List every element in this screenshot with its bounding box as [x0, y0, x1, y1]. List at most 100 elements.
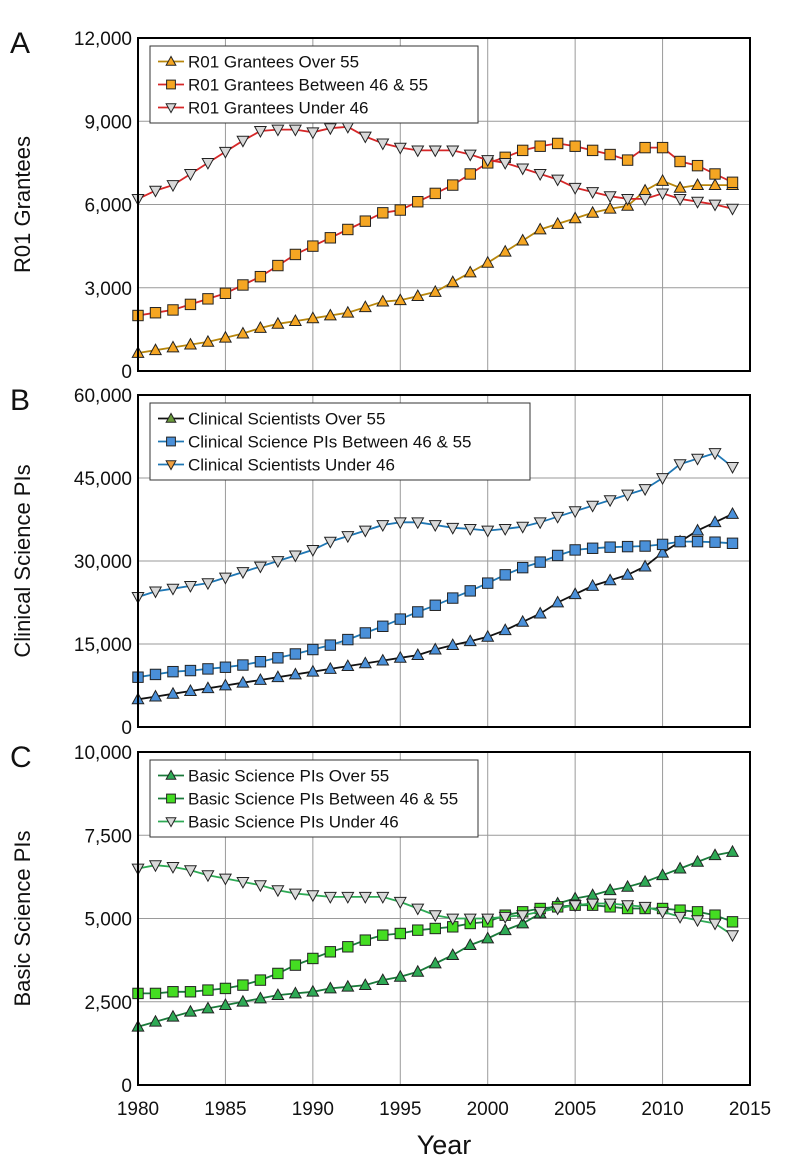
data-point — [708, 515, 722, 528]
data-point — [690, 453, 705, 466]
data-point — [656, 473, 670, 486]
legend-box — [149, 45, 479, 124]
data-point — [568, 506, 582, 519]
data-point — [551, 595, 565, 608]
data-point — [271, 988, 285, 1001]
data-point — [342, 633, 354, 646]
data-point — [428, 910, 442, 923]
data-point — [464, 585, 476, 597]
legend-entry: Basic Science PIs Under 46 — [188, 813, 399, 832]
data-point — [341, 891, 355, 904]
data-point — [638, 484, 652, 497]
data-point — [463, 265, 477, 278]
data-point — [516, 233, 530, 246]
data-point — [586, 578, 600, 591]
panel-label: C — [10, 741, 32, 774]
data-point — [166, 1009, 180, 1022]
data-point — [271, 124, 285, 137]
x-tick-label: 2015 — [729, 1099, 771, 1120]
data-point — [498, 523, 512, 536]
data-point — [237, 279, 249, 291]
y-tick-label: 5,000 — [84, 910, 132, 931]
y-tick-label: 60,000 — [74, 386, 132, 407]
data-point — [184, 298, 197, 311]
data-point — [533, 169, 547, 181]
x-tick-label: 1980 — [117, 1099, 159, 1120]
data-point — [376, 973, 390, 986]
data-point — [498, 923, 512, 936]
data-point — [254, 974, 267, 986]
data-point — [323, 536, 337, 549]
data-point — [690, 915, 705, 928]
data-point — [306, 664, 320, 677]
data-point — [166, 583, 180, 596]
data-point — [481, 255, 495, 268]
data-point — [690, 178, 705, 190]
data-point — [393, 517, 407, 530]
data-point — [236, 567, 250, 580]
data-point — [725, 930, 740, 943]
data-point — [726, 916, 739, 928]
legend-entry: Clinical Science PIs Between 46 & 55 — [188, 433, 472, 452]
data-point — [288, 124, 302, 137]
data-point — [236, 876, 250, 889]
data-point — [166, 340, 180, 353]
data-point — [393, 142, 407, 155]
data-point — [603, 191, 617, 204]
legend-entry: R01 Grantees Under 46 — [188, 99, 369, 118]
data-point — [359, 215, 372, 227]
data-point — [307, 952, 319, 965]
data-point — [218, 998, 232, 1010]
data-point — [429, 922, 441, 935]
data-point — [306, 127, 320, 140]
data-point — [183, 865, 198, 878]
data-point — [446, 275, 460, 288]
data-point — [358, 891, 372, 904]
data-point — [463, 523, 477, 536]
data-point — [289, 248, 302, 261]
data-point — [253, 320, 267, 333]
data-point — [516, 144, 529, 157]
data-point — [621, 879, 635, 892]
data-point — [463, 149, 477, 162]
data-point — [376, 520, 390, 533]
data-point — [446, 638, 460, 651]
data-point — [236, 135, 250, 148]
legend-marker — [166, 79, 176, 90]
data-point — [429, 187, 441, 200]
data-point — [621, 567, 635, 580]
y-tick-label: 0 — [121, 1076, 132, 1097]
data-point — [289, 959, 302, 971]
data-point — [272, 967, 284, 980]
data-point — [708, 848, 722, 861]
data-point — [323, 981, 337, 994]
data-point — [288, 550, 302, 563]
data-point — [498, 244, 512, 257]
data-point — [148, 185, 163, 198]
data-point — [271, 670, 285, 683]
data-point — [411, 517, 425, 530]
data-point — [481, 629, 495, 642]
data-point — [691, 535, 704, 548]
data-point — [324, 639, 337, 651]
data-point — [237, 659, 249, 671]
data-point — [690, 196, 705, 209]
data-point — [411, 903, 425, 916]
data-point — [183, 684, 198, 696]
legend-entry: R01 Grantees Over 55 — [188, 53, 359, 72]
data-point — [411, 648, 425, 660]
data-point — [446, 913, 460, 926]
data-point — [482, 577, 494, 589]
data-point — [568, 182, 582, 195]
legend-box — [149, 402, 531, 481]
data-point — [358, 656, 372, 669]
data-point — [516, 916, 530, 929]
data-point — [446, 145, 460, 158]
data-point — [359, 934, 372, 946]
data-point — [551, 903, 565, 916]
data-point — [498, 157, 512, 170]
data-point — [604, 148, 616, 161]
data-point — [516, 910, 530, 923]
legend-entry: Clinical Scientists Under 46 — [188, 456, 395, 475]
